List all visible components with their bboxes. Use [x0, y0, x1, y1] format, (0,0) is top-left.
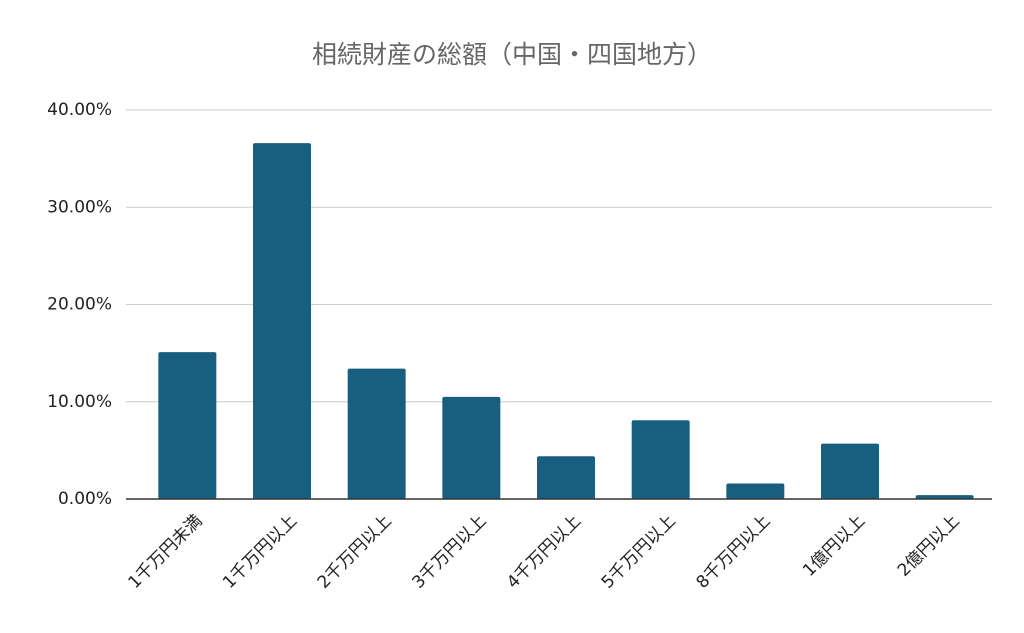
y-tick-label: 40.00%: [47, 100, 112, 120]
chart-title: 相続財産の総額（中国・四国地方）: [312, 40, 712, 69]
x-tick-label: 2億円以上: [894, 511, 964, 581]
y-tick-label: 10.00%: [47, 392, 112, 412]
x-tick-label: 1千万円未満: [125, 511, 207, 593]
x-tick-label: 4千万円以上: [503, 511, 585, 593]
bar: [537, 456, 595, 499]
x-tick-label: 8千万円以上: [693, 511, 775, 593]
x-tick-label: 5千万円以上: [598, 511, 680, 593]
bar: [726, 483, 785, 499]
y-tick-label: 20.00%: [47, 295, 112, 315]
bar: [821, 443, 879, 499]
x-tick-label: 1億円以上: [799, 511, 869, 581]
bar: [158, 352, 217, 499]
y-tick-label: 0.00%: [58, 489, 112, 509]
bar: [631, 420, 690, 499]
bar: [442, 396, 501, 499]
bar: [253, 143, 311, 499]
x-tick-label: 2千万円以上: [314, 511, 396, 593]
y-tick-label: 30.00%: [47, 197, 112, 217]
bar: [347, 368, 406, 499]
x-tick-label: 3千万円以上: [409, 511, 491, 593]
x-tick-label: 1千万円以上: [219, 511, 301, 593]
bar: [915, 495, 974, 499]
